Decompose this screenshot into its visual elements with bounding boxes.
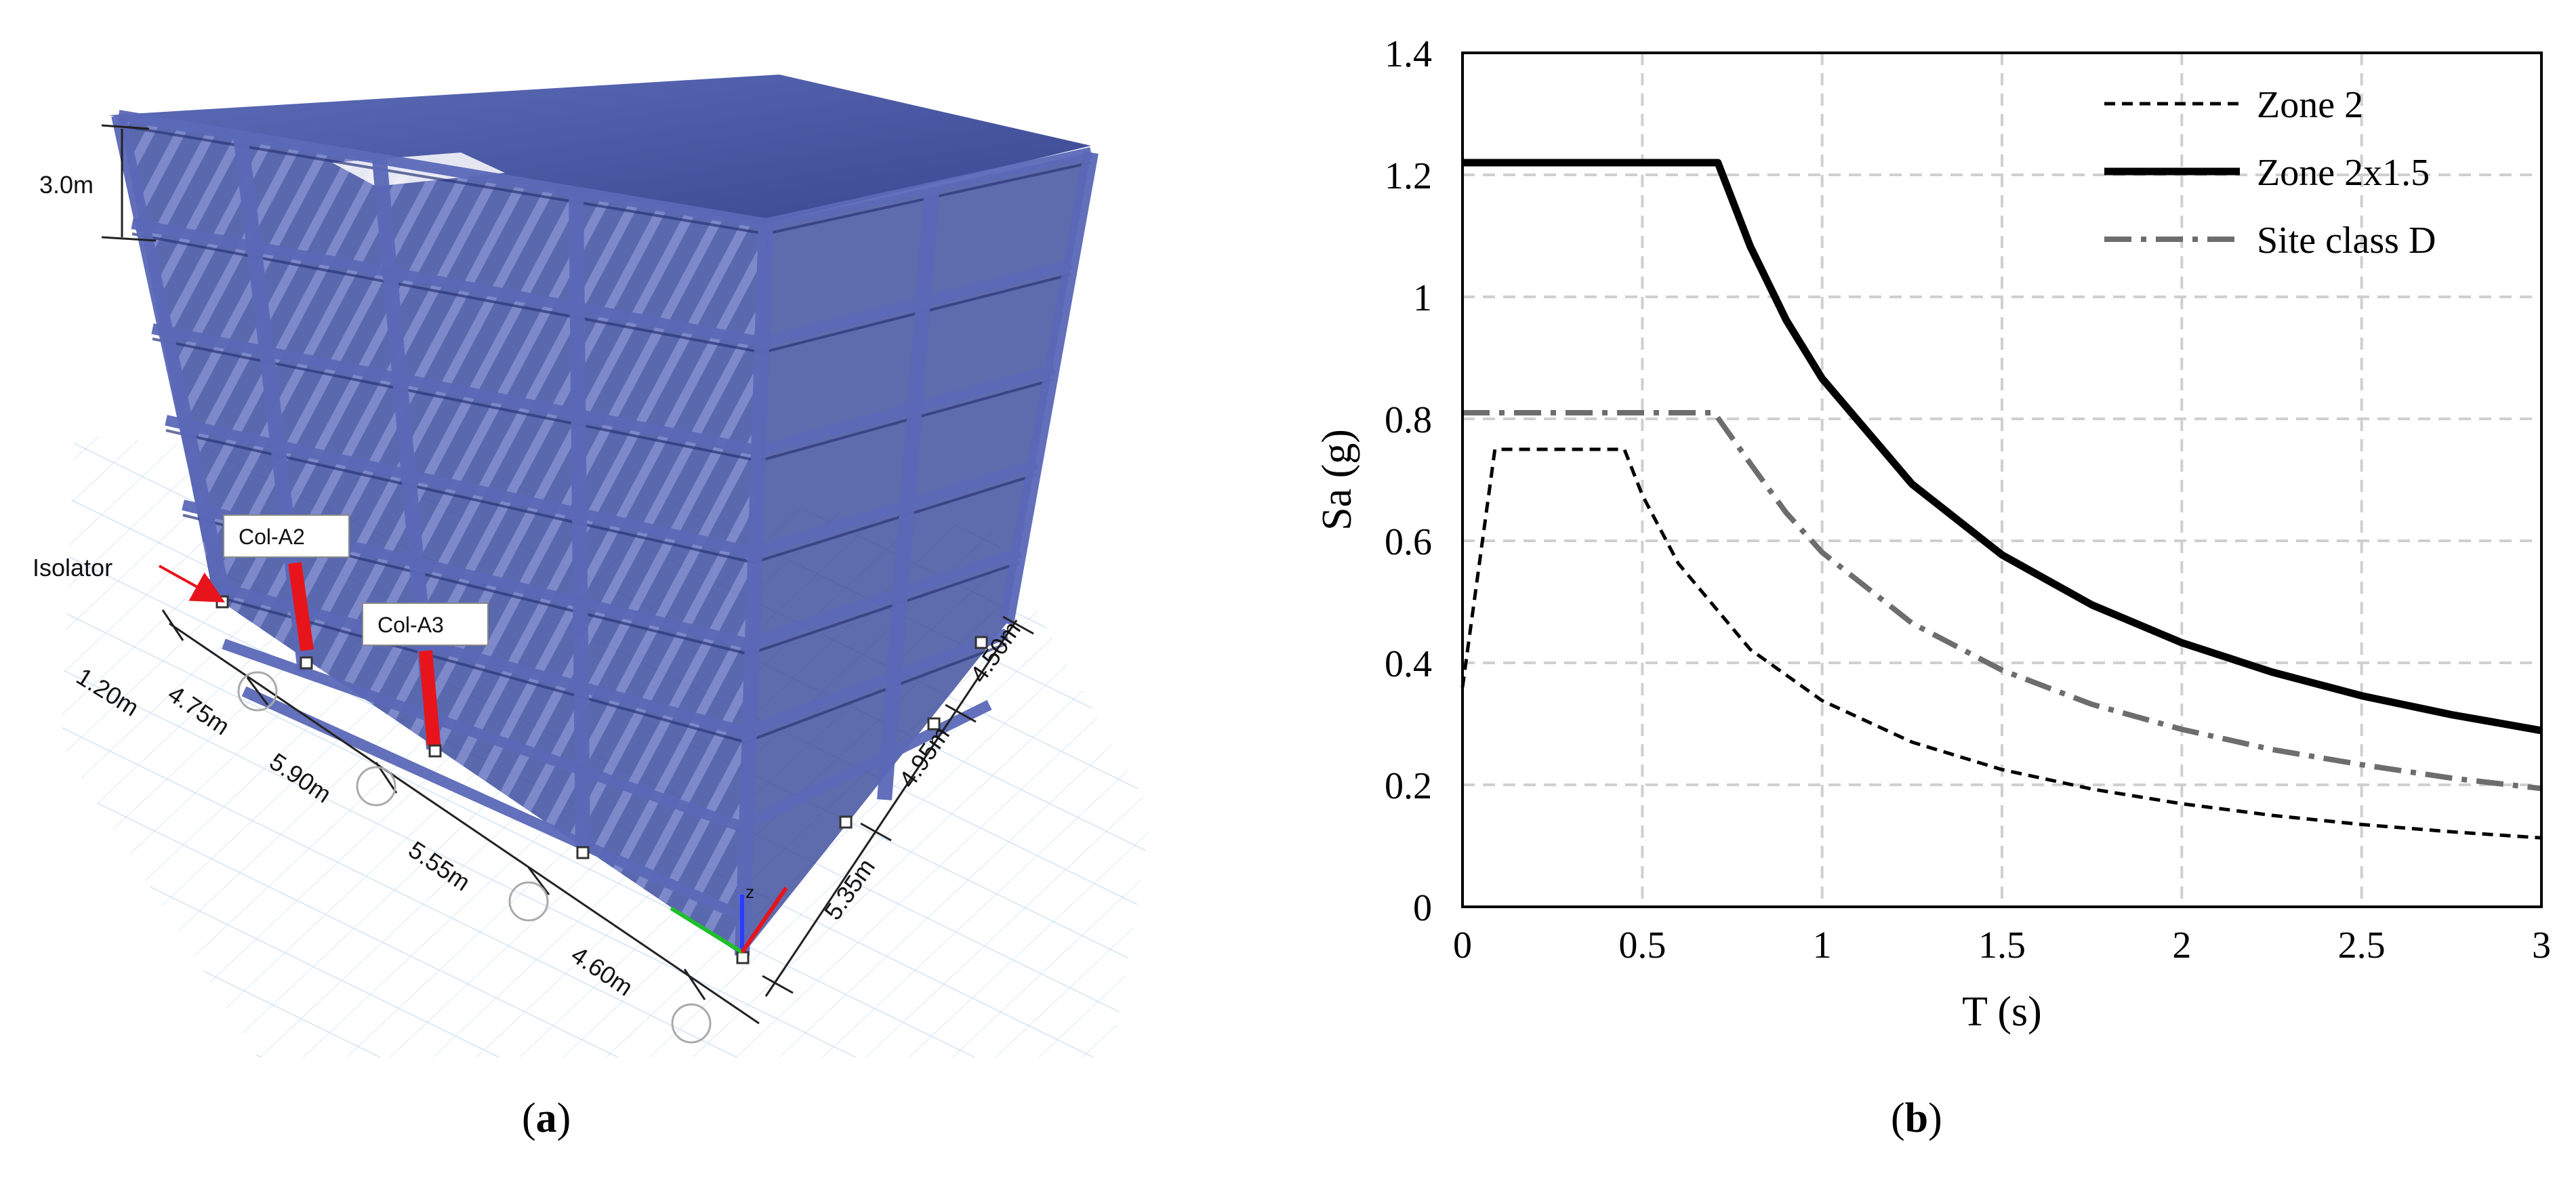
x-tick-label: 1.5 <box>1978 924 2026 966</box>
plot-area-frame <box>1461 52 2543 908</box>
tag-col-a3: Col-A3 <box>362 603 489 646</box>
front-dimension-line <box>161 609 760 1025</box>
y-tick-labels: 0 0.2 0.4 0.6 0.8 1 1.2 1.4 <box>1385 33 1432 929</box>
x-tick-label: 3 <box>2532 924 2551 966</box>
grid-bubbles <box>237 671 712 1044</box>
legend-entry-3: Site class D <box>2257 220 2436 262</box>
side-dimension-line <box>762 615 1034 997</box>
response-spectrum-panel: 0 0.5 1 1.5 2 2.5 3 0 0.2 0.4 0.6 0.8 1 1.2 1.4 T (s)… <box>1206 0 2576 1098</box>
x-axis-label: T (s) <box>1962 989 2042 1035</box>
x-tick-label: 0.5 <box>1618 924 1666 966</box>
caption-b: (b) <box>1891 1095 1942 1141</box>
isolator-label: Isolator <box>33 554 113 582</box>
column-col-a2 <box>288 562 314 651</box>
legend-entry-1: Zone 2 <box>2257 84 2363 126</box>
y-tick-label: 1 <box>1413 277 1432 319</box>
chart-legend: Zone 2 Zone 2x1.5 Site class D <box>2104 84 2436 262</box>
roof-slab <box>108 75 1091 224</box>
response-spectrum-chart: 0 0.5 1 1.5 2 2.5 3 0 0.2 0.4 0.6 0.8 1 1.2 1.4 T (s)… <box>1314 33 2551 1035</box>
y-tick-label: 0.4 <box>1385 643 1432 685</box>
x-tick-label: 2.5 <box>2338 924 2386 966</box>
story-height-label: 3.0m <box>39 171 94 199</box>
svg-text:Col-A3: Col-A3 <box>377 613 444 637</box>
caption-a: (a) <box>522 1095 571 1141</box>
y-tick-label: 1.2 <box>1385 155 1432 197</box>
building-model-drawing: z 3.0m Isolator Col-A2 Col-A3 <box>33 75 1152 1057</box>
y-axis-label: Sa (g) <box>1314 429 1360 531</box>
x-tick-labels: 0 0.5 1 1.5 2 2.5 3 <box>1453 924 2551 966</box>
building-frame <box>108 75 1091 956</box>
y-tick-label: 0 <box>1413 887 1432 929</box>
story-height-dimension <box>101 124 157 242</box>
x-tick-label: 2 <box>2172 924 2191 966</box>
legend-entry-2: Zone 2x1.5 <box>2257 152 2430 194</box>
tag-col-a2: Col-A2 <box>223 514 350 558</box>
y-tick-label: 0.2 <box>1385 765 1432 807</box>
x-tick-label: 0 <box>1453 924 1472 966</box>
series-line-2 <box>1463 159 2542 735</box>
x-tick-label: 1 <box>1813 924 1832 966</box>
series-line-3 <box>1463 410 2542 792</box>
series-line-1 <box>1460 447 2542 840</box>
isolator-arrow <box>159 565 225 603</box>
y-tick-label: 0.6 <box>1385 521 1432 563</box>
y-tick-label: 1.4 <box>1385 33 1432 75</box>
y-tick-label: 0.8 <box>1385 399 1432 441</box>
axis-z-label: z <box>745 882 754 902</box>
column-col-a3 <box>418 650 441 746</box>
coordinate-axes: z <box>670 882 788 954</box>
chart-series <box>1460 159 2542 840</box>
chart-gridlines <box>1463 53 2541 907</box>
building-model-panel: z 3.0m Isolator Col-A2 Col-A3 <box>0 0 1152 1071</box>
columns <box>111 113 1099 956</box>
svg-text:Col-A2: Col-A2 <box>239 525 305 549</box>
